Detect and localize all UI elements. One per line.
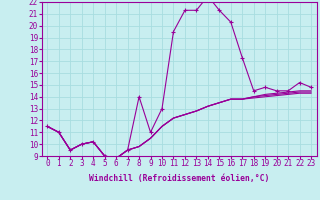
X-axis label: Windchill (Refroidissement éolien,°C): Windchill (Refroidissement éolien,°C) [89,174,269,183]
